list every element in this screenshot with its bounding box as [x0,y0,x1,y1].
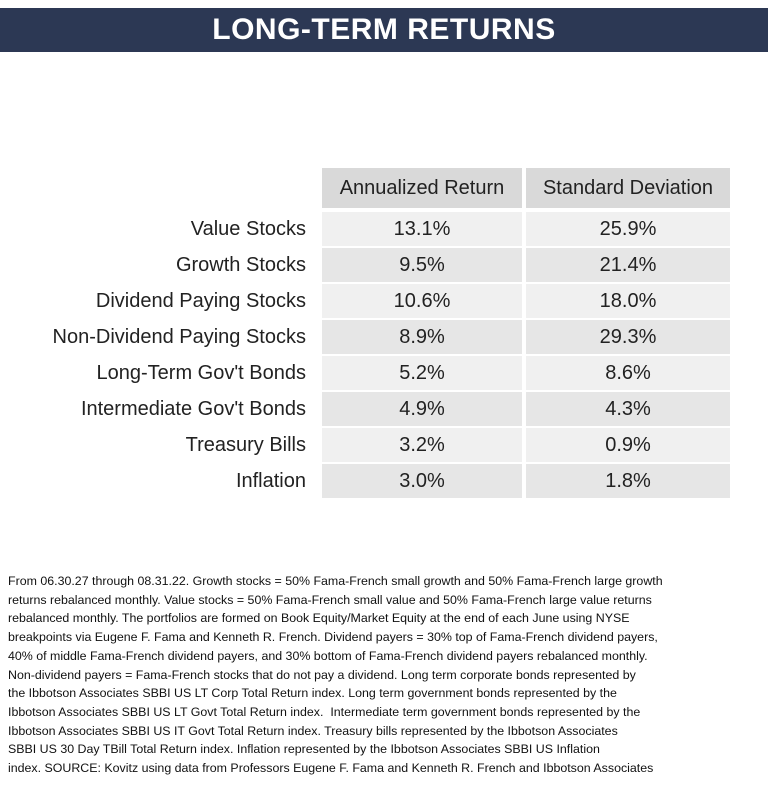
row-label: Growth Stocks [175,254,306,276]
table-cell: 0.9% [526,428,730,462]
footnote-line: Non-dividend payers = Fama-French stocks… [8,667,636,682]
row-label: Dividend Paying Stocks [95,290,306,312]
footnote-line: rebalanced monthly. The portfolios are f… [8,611,630,626]
footnote-line: index. SOURCE: Kovitz using data from Pr… [8,761,654,776]
table-cell: 3.0% [322,464,522,498]
row-label: Non-Dividend Paying Stocks [52,326,306,348]
footnote-line: Ibbotson Associates SBBI US IT Govt Tota… [8,723,618,738]
table-cell: 9.5% [322,248,522,282]
column-header: Standard Deviation [526,168,730,208]
footnote-line: breakpoints via Eugene F. Fama and Kenne… [8,630,658,645]
table-cell: 5.2% [322,356,522,390]
footnote-line: returns rebalanced monthly. Value stocks… [8,592,652,607]
column-header: Annualized Return [322,168,522,208]
footnote-line: SBBI US 30 Day TBill Total Return index.… [8,742,600,757]
title-bar: LONG-TERM RETURNS [0,8,768,52]
table-cell: 13.1% [322,212,522,246]
row-label: Treasury Bills [185,434,306,456]
footnote-line: Ibbotson Associates SBBI US LT Govt Tota… [8,704,641,719]
row-label: Inflation [235,470,306,492]
table-cell: 4.3% [526,392,730,426]
table-cell: 10.6% [322,284,522,318]
footnote: From 06.30.27 through 08.31.22. Growth s… [8,572,766,778]
footnote-line: the Ibbotson Associates SBBI US LT Corp … [8,686,617,701]
table-cell: 29.3% [526,320,730,354]
table-cell: 18.0% [526,284,730,318]
footnote-line: 40% of middle Fama-French dividend payer… [8,648,648,663]
row-label: Intermediate Gov't Bonds [80,398,306,420]
row-label: Value Stocks [190,218,306,240]
table-cell: 4.9% [322,392,522,426]
table-cell: 8.9% [322,320,522,354]
footnote-line: From 06.30.27 through 08.31.22. Growth s… [8,574,663,588]
table-cell: 1.8% [526,464,730,498]
table-cell: 3.2% [322,428,522,462]
table-cell: 8.6% [526,356,730,390]
table-cell: 25.9% [526,212,730,246]
row-label: Long-Term Gov't Bonds [96,362,306,384]
table-cell: 21.4% [526,248,730,282]
